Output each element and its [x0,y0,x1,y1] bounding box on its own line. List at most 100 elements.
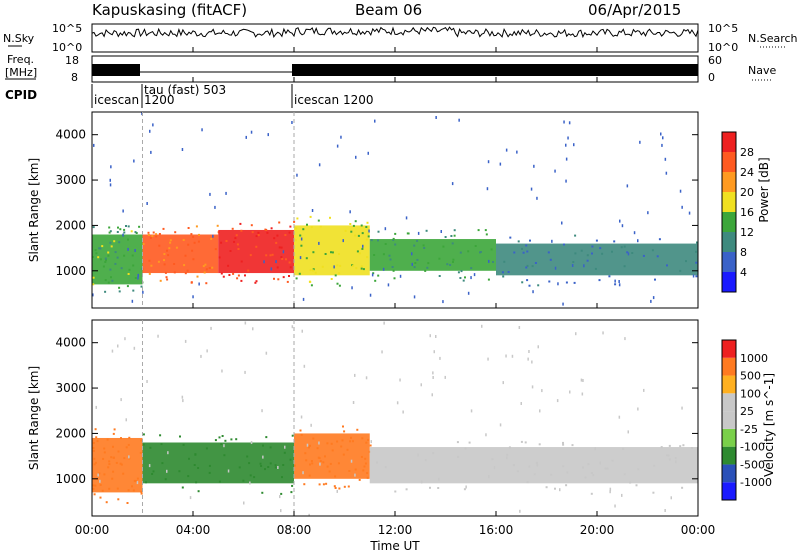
colorbar-swatch [722,482,736,500]
data-noise-point [291,325,294,329]
data-noise-point [556,399,559,403]
data-noise-point [270,267,273,271]
data-noise-point [573,143,575,147]
data-band [294,433,370,479]
data-speckle [239,222,242,225]
data-noise-point [660,132,662,136]
data-speckle [104,279,107,282]
data-noise-point [148,464,151,468]
data-speckle [449,264,452,266]
data-speckle [534,262,537,264]
data-speckle [452,258,455,261]
data-speckle [283,451,286,454]
data-speckle [370,239,373,242]
data-speckle [218,480,221,483]
data-speckle [611,459,614,462]
data-speckle [322,483,325,486]
xtick-label: 08:00 [277,523,312,537]
data-speckle [163,253,166,256]
data-speckle [312,269,314,272]
data-noise-point [209,192,211,196]
data-speckle [255,245,258,248]
colorbar-swatch [722,152,736,172]
data-speckle [110,245,113,248]
data-speckle [372,272,375,275]
data-speckle [365,238,368,241]
data-speckle [366,221,369,224]
data-speckle [525,244,528,247]
colorbar-swatch [722,132,736,152]
data-speckle [444,236,447,238]
data-speckle [312,251,315,254]
data-speckle [108,460,111,463]
data-speckle [365,441,368,444]
data-noise-point [181,395,184,399]
colorbar-tick-label: 16 [740,206,754,219]
data-noise-point [563,120,565,124]
data-speckle [312,268,315,271]
data-speckle [134,231,137,234]
data-noise-point [647,211,649,215]
cpid-label-1200-1: 1200 [144,93,175,107]
data-noise-point [485,433,487,437]
data-noise-point [97,473,99,477]
data-speckle [259,462,262,465]
data-speckle [167,254,170,257]
data-speckle [314,271,317,274]
data-speckle [220,241,223,244]
data-speckle [376,461,378,464]
data-speckle [281,257,284,260]
data-noise-point [458,118,460,122]
data-speckle [357,234,360,237]
data-noise-point [650,299,652,303]
data-speckle [151,473,154,475]
data-speckle [311,462,314,465]
data-speckle [384,243,387,245]
data-noise-point [531,360,533,364]
data-speckle [356,428,359,431]
colorbar-tick-label: 12 [740,226,754,239]
ytick-label: 1000 [55,264,86,278]
data-speckle [104,290,107,293]
data-speckle [679,445,682,448]
data-speckle [160,443,163,446]
data-noise-point [465,485,467,489]
data-noise-point [681,406,683,410]
data-speckle [286,280,289,283]
data-speckle [232,272,235,275]
data-speckle [147,231,150,234]
data-speckle [92,283,95,286]
data-speckle [193,241,196,244]
data-noise-point [442,300,444,304]
data-speckle [278,221,281,224]
data-speckle [367,232,370,235]
data-speckle [294,227,297,230]
data-noise-point [122,233,124,237]
cpid-label-icescan-1: icescan [94,93,139,107]
data-noise-point [528,350,530,353]
data-speckle [109,241,112,244]
data-speckle [166,278,169,281]
data-speckle [159,279,162,282]
data-noise-point [261,409,263,413]
data-speckle [125,446,128,449]
data-speckle [265,436,268,439]
xtick-label: 04:00 [176,523,211,537]
data-speckle [247,269,250,272]
data-noise-point [627,430,629,434]
data-noise-point [411,252,413,256]
data-noise-point [568,121,571,125]
data-speckle [248,462,251,465]
data-speckle [291,484,294,487]
data-speckle [187,475,190,478]
data-speckle [653,464,656,467]
data-speckle [525,266,528,269]
data-speckle [107,281,110,284]
data-speckle [119,462,122,465]
data-noise-point [661,143,663,147]
data-speckle [598,279,601,282]
data-speckle [187,243,190,246]
data-noise-point [362,244,364,248]
data-speckle [107,466,110,469]
